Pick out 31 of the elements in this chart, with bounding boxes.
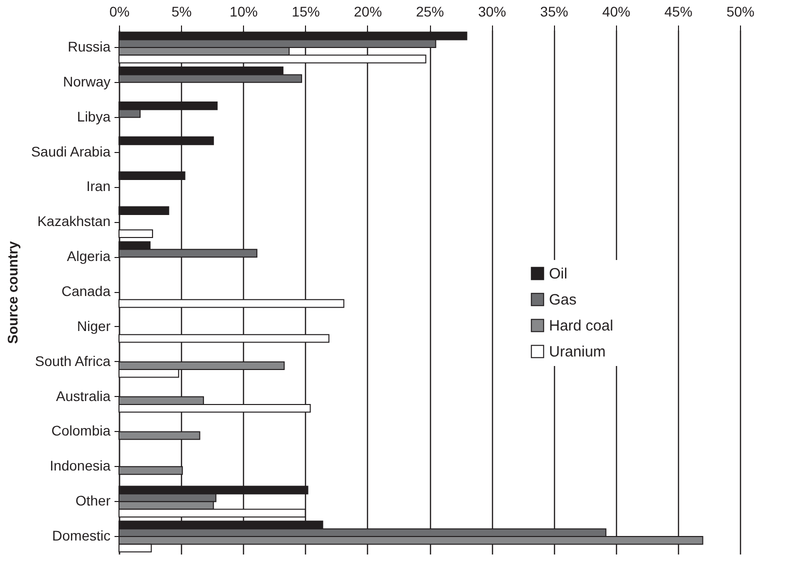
x-tick-label: 35% xyxy=(540,4,568,20)
x-tick-label: 10% xyxy=(230,4,258,20)
legend-label: Uranium xyxy=(549,344,606,360)
x-tick-label: 45% xyxy=(664,4,692,20)
x-tick-label: 25% xyxy=(416,4,444,20)
legend-label: Oil xyxy=(549,266,568,282)
y-tick-label: Norway xyxy=(63,73,110,90)
x-tick-label: 15% xyxy=(292,4,320,20)
x-tick-label: 0% xyxy=(109,4,130,20)
x-tick-label: 50% xyxy=(726,4,755,20)
legend-label: Gas xyxy=(549,292,577,308)
y-tick-label: Other xyxy=(75,492,111,509)
y-tick-label: South Africa xyxy=(35,352,111,369)
y-tick-label: Libya xyxy=(77,108,111,124)
legend-label: Hard coal xyxy=(549,318,614,334)
y-tick-label: Domestic xyxy=(52,528,110,544)
y-tick-label: Canada xyxy=(61,283,111,299)
y-tick-label: Saudi Arabia xyxy=(31,143,111,160)
y-axis-title: Source country xyxy=(4,240,20,344)
y-tick-label: Kazakhstan xyxy=(37,213,110,230)
y-tick-label: Russia xyxy=(68,38,111,54)
y-tick-label: Niger xyxy=(77,318,111,334)
x-tick-label: 20% xyxy=(354,4,382,20)
x-tick-label: 5% xyxy=(171,4,192,20)
y-tick-label: Australia xyxy=(56,388,111,404)
x-tick-label: 40% xyxy=(602,4,630,20)
y-tick-label: Algeria xyxy=(66,248,111,264)
y-tick-label: Colombia xyxy=(51,422,111,439)
y-tick-label: Iran xyxy=(86,178,110,194)
x-tick-label: 30% xyxy=(478,4,506,20)
y-tick-label: Indonesia xyxy=(50,458,111,474)
